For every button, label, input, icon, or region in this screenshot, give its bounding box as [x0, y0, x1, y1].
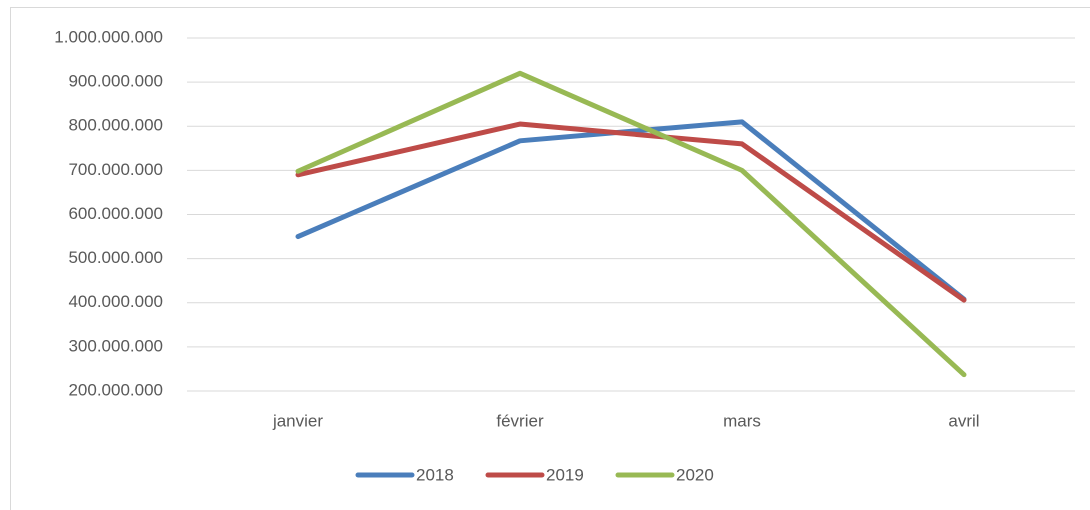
x-tick-label: février [496, 411, 544, 430]
y-tick-label: 700.000.000 [68, 160, 163, 179]
series-line [295, 121, 967, 303]
series-line [295, 70, 967, 378]
y-tick-label: 800.000.000 [68, 116, 163, 135]
legend-label: 2019 [546, 465, 584, 484]
legend-label: 2018 [416, 465, 454, 484]
y-tick-label: 900.000.000 [68, 72, 163, 91]
y-tick-label: 1.000.000.000 [54, 27, 163, 46]
series-line [295, 119, 967, 302]
y-tick-label: 200.000.000 [68, 380, 163, 399]
chart-border [10, 7, 1090, 510]
y-tick-label: 600.000.000 [68, 204, 163, 223]
y-tick-label: 500.000.000 [68, 248, 163, 267]
x-tick-label: mars [723, 411, 761, 430]
x-tick-label: janvier [272, 411, 323, 430]
x-tick-label: avril [948, 411, 979, 430]
y-tick-label: 400.000.000 [68, 292, 163, 311]
legend-label: 2020 [676, 465, 714, 484]
y-tick-label: 300.000.000 [68, 336, 163, 355]
